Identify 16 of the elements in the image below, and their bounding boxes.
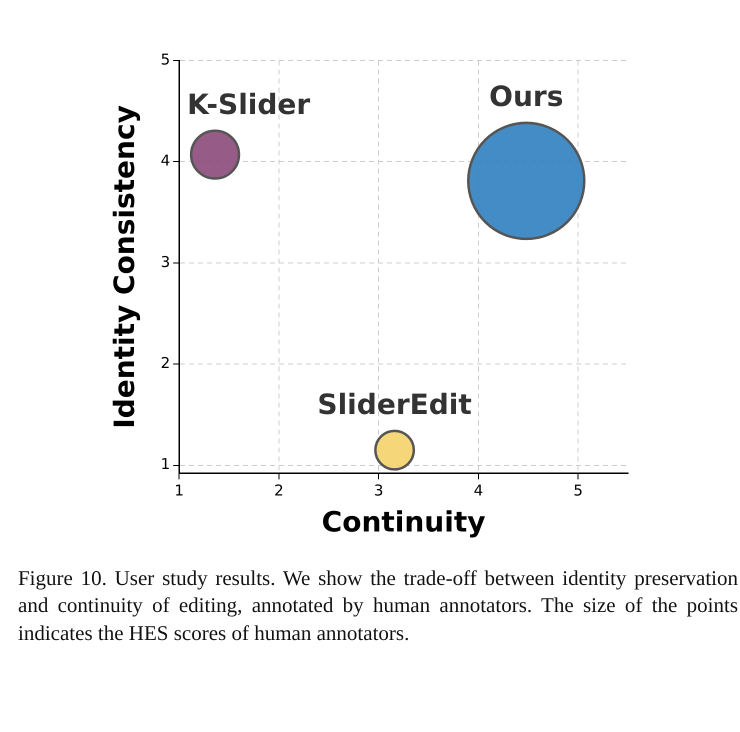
y-tick-label: 2 xyxy=(160,354,170,372)
y-tick-label: 5 xyxy=(160,50,170,68)
x-tick-label: 1 xyxy=(174,481,184,500)
x-tick-label: 4 xyxy=(474,481,484,500)
x-tick-label: 5 xyxy=(573,481,583,500)
series-label: SliderEdit xyxy=(317,388,472,422)
y-axis-title: Identity Consistency xyxy=(108,105,142,429)
caption: Figure 10. User study results. We show the trade-off between identity preservation and continuity of editing, annotated by human annotators. The size of the points indicates the HES scores of human annotators. xyxy=(18,565,738,647)
x-axis-title: Continuity xyxy=(322,505,486,538)
series-label: Ours xyxy=(489,80,564,114)
y-tick-label: 1 xyxy=(160,455,170,474)
y-tick-label: 3 xyxy=(160,252,170,271)
x-tick-label: 3 xyxy=(374,481,384,500)
x-tick-label: 2 xyxy=(274,481,284,500)
series-label: K-Slider xyxy=(187,88,310,121)
y-tick-label: 4 xyxy=(160,152,170,170)
